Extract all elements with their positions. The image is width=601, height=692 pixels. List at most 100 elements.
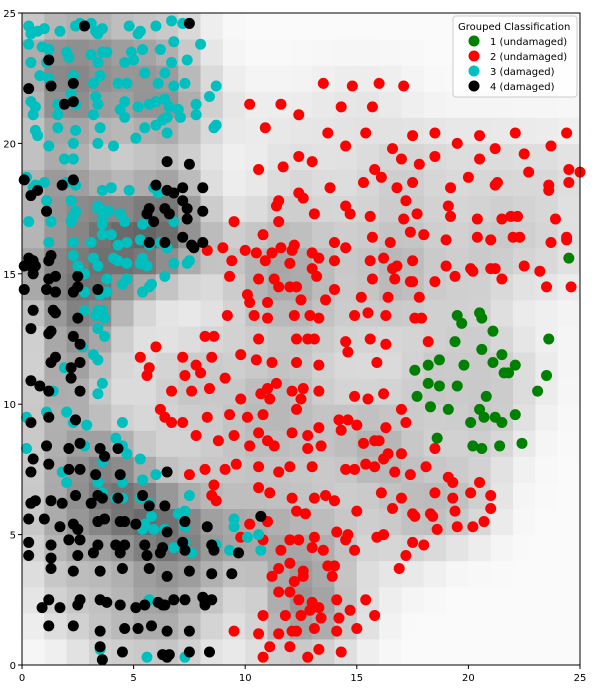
point-series-4 [54, 602, 66, 614]
x-tick-label: 25 [574, 673, 587, 684]
point-series-2 [378, 388, 390, 400]
point-series-4 [74, 338, 86, 350]
point-series-2 [328, 255, 340, 267]
heatmap-cell [490, 586, 514, 614]
point-series-2 [326, 570, 338, 582]
point-series-2 [373, 435, 385, 447]
point-series-4 [159, 237, 171, 249]
point-series-2 [398, 80, 410, 92]
point-series-3 [159, 67, 171, 79]
point-series-4 [25, 497, 37, 509]
point-series-2 [217, 242, 229, 254]
point-series-3 [159, 270, 171, 282]
heatmap-cell [446, 247, 469, 275]
point-series-3 [63, 51, 75, 63]
point-series-4 [161, 526, 173, 538]
point-series-4 [36, 602, 48, 614]
point-series-2 [360, 127, 372, 139]
heatmap-cell [490, 638, 514, 666]
point-series-3 [179, 77, 191, 89]
point-series-4 [139, 599, 151, 611]
y-tick-label: 0 [10, 661, 16, 672]
point-series-4 [43, 620, 55, 632]
point-series-2 [264, 487, 276, 499]
point-series-4 [159, 500, 171, 512]
point-series-3 [145, 278, 157, 290]
point-series-2 [266, 356, 278, 368]
heatmap-cell [267, 299, 291, 327]
point-series-2 [228, 429, 240, 441]
point-series-3 [190, 109, 202, 121]
heatmap-cell [22, 143, 45, 170]
point-series-2 [320, 294, 332, 306]
heatmap-cell [356, 39, 380, 66]
heatmap-cell [513, 325, 536, 353]
point-series-2 [313, 312, 325, 324]
point-series-3 [166, 57, 178, 69]
point-series-3 [99, 330, 111, 342]
heatmap-cell [267, 39, 291, 66]
heatmap-cell [178, 273, 202, 301]
point-series-2 [331, 594, 343, 606]
point-series-1 [487, 356, 499, 368]
point-series-3 [123, 184, 135, 196]
point-series-3 [119, 216, 131, 228]
point-series-3 [241, 531, 253, 543]
heatmap-cell [468, 638, 492, 666]
point-series-2 [395, 492, 407, 504]
point-series-2 [291, 625, 303, 637]
point-series-2 [230, 458, 242, 470]
point-series-2 [275, 98, 287, 110]
point-series-4 [70, 414, 82, 426]
heatmap-cell [379, 638, 402, 666]
heatmap-cell [334, 39, 358, 66]
heatmap-cell [312, 456, 335, 483]
point-series-3 [38, 23, 50, 35]
point-series-3 [145, 510, 157, 522]
heatmap-cell [334, 247, 358, 275]
heatmap-cell [334, 13, 358, 40]
point-series-2 [244, 98, 256, 110]
point-series-4 [197, 205, 209, 217]
point-series-3 [78, 304, 90, 316]
heatmap-cell [490, 273, 514, 301]
point-series-2 [212, 435, 224, 447]
heatmap-cell [468, 91, 492, 118]
heatmap-cell [22, 195, 45, 223]
heatmap-cell [289, 39, 313, 66]
heatmap-cell [535, 560, 559, 588]
point-series-4 [179, 544, 191, 556]
heatmap-cell [22, 612, 45, 640]
point-series-2 [335, 101, 347, 113]
point-series-4 [203, 646, 215, 658]
point-series-2 [315, 440, 327, 452]
point-series-4 [114, 599, 126, 611]
heatmap-cell [423, 560, 447, 588]
point-series-2 [322, 127, 334, 139]
point-series-4 [226, 568, 238, 580]
heatmap-cell [22, 560, 45, 588]
heatmap-cell [222, 482, 246, 510]
point-series-3 [150, 20, 162, 32]
point-series-2 [226, 255, 238, 267]
point-series-2 [266, 570, 278, 582]
point-series-2 [279, 609, 291, 621]
heatmap-cell [111, 352, 135, 379]
heatmap-cell [200, 612, 224, 640]
point-series-2 [467, 265, 479, 277]
point-series-2 [177, 351, 189, 363]
heatmap-cell [111, 299, 135, 327]
point-series-2 [355, 291, 367, 303]
point-series-3 [92, 323, 104, 335]
point-series-4 [161, 184, 173, 196]
point-series-1 [449, 336, 461, 348]
heatmap-cell [513, 352, 536, 379]
point-series-3 [34, 70, 46, 82]
legend-marker [468, 80, 480, 92]
point-series-3 [172, 508, 184, 520]
point-series-3 [23, 38, 35, 50]
heatmap-cell [535, 612, 559, 640]
heatmap-cell [557, 612, 581, 640]
point-series-3 [96, 304, 108, 316]
point-series-2 [244, 296, 256, 308]
